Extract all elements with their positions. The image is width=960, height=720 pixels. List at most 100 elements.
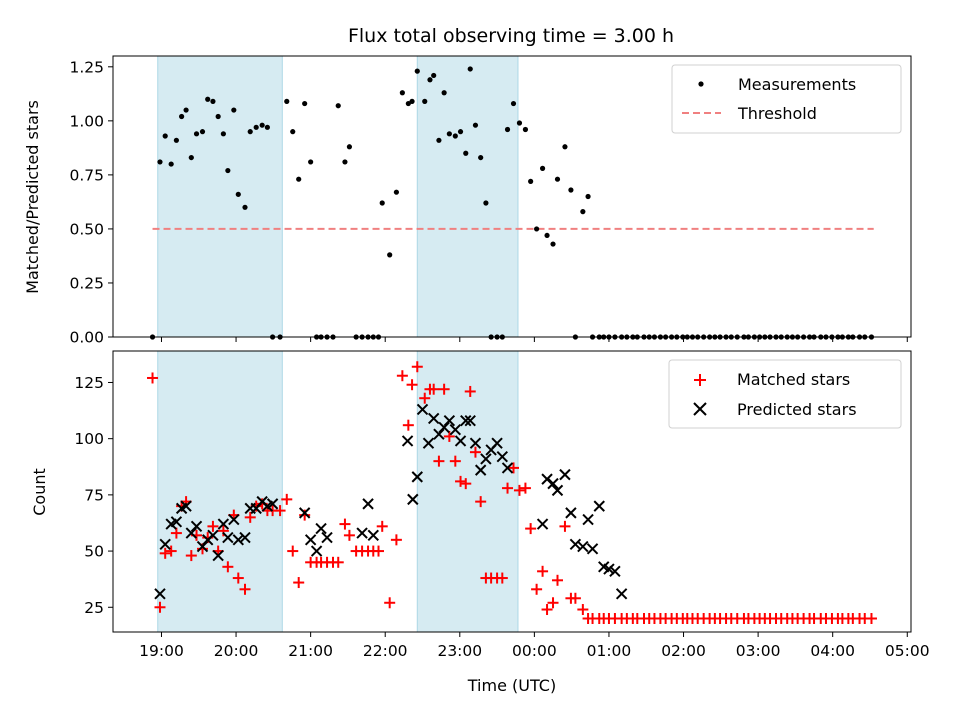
predicted-star-point	[593, 500, 605, 512]
predicted-star-point	[196, 540, 209, 553]
predicted-star-point	[559, 468, 571, 481]
top-legend: Measurements Threshold	[671, 64, 902, 134]
measurement-point	[522, 126, 529, 133]
measurement-point	[335, 103, 341, 109]
predicted-star-point	[356, 527, 368, 539]
predicted-star-point	[239, 531, 251, 544]
matched-star-point	[185, 550, 197, 562]
matched-star-point	[537, 565, 549, 577]
predicted-star-point	[536, 518, 549, 530]
top-y-tick-label: 0.50	[69, 220, 104, 238]
predicted-star-point	[603, 563, 615, 575]
measurement-point	[510, 100, 517, 107]
top-y-tick-label: 1.00	[69, 112, 104, 130]
matched-star-point	[541, 604, 553, 616]
matched-stars-points	[147, 361, 877, 625]
x-axis-label: Time (UTC)	[467, 676, 556, 695]
predicted-star-point	[427, 412, 440, 425]
matched-star-point	[419, 392, 431, 404]
matched-star-point	[165, 545, 177, 557]
matched-star-point	[239, 583, 251, 595]
predicted-star-point	[411, 471, 423, 483]
measurement-point	[346, 144, 353, 150]
predicted-star-point	[222, 531, 234, 544]
measurement-point	[173, 137, 179, 143]
predicted-star-point	[298, 507, 311, 519]
predicted-star-point	[609, 565, 621, 578]
bottom-shaded-region-1	[157, 350, 283, 633]
measurement-point	[427, 77, 433, 83]
measurement-point	[220, 131, 226, 137]
predicted-star-point	[304, 534, 317, 546]
matched-star-point	[376, 520, 388, 532]
predicted-star-point	[154, 588, 166, 600]
measurement-point	[478, 154, 484, 161]
bottom-y-tick-label: 100	[74, 430, 104, 448]
matched-star-point	[531, 583, 543, 595]
matched-star-point	[577, 604, 589, 616]
top-panel: 0.00 0.25 0.50 0.75 1.00 1.25 Matched/Predict…	[23, 55, 912, 347]
predicted-star-point	[480, 453, 492, 465]
bottom-legend: Matched stars Predicted stars	[668, 359, 902, 429]
x-tick-label: 02:00	[661, 642, 706, 660]
matched-star-point	[438, 383, 450, 395]
predicted-star-point	[547, 477, 559, 490]
matched-star-point	[222, 561, 234, 573]
predicted-star-point	[170, 516, 183, 528]
predicted-star-point	[469, 437, 482, 449]
measurement-point	[210, 98, 216, 104]
matched-star-point	[475, 496, 487, 508]
predicted-star-point	[460, 414, 472, 427]
predicted-star-point	[266, 498, 279, 510]
matched-star-point	[147, 372, 159, 384]
measurement-point	[179, 113, 185, 120]
matched-star-point	[525, 523, 537, 535]
matched-star-point	[559, 520, 571, 532]
matched-star-point	[460, 478, 472, 490]
top-shaded-region-2	[416, 55, 519, 338]
measurement-point	[534, 226, 540, 232]
measurement-point	[544, 232, 550, 239]
matched-star-point	[281, 493, 293, 505]
measurement-point	[585, 193, 591, 200]
matched-star-point	[244, 511, 256, 523]
measurement-point	[562, 144, 568, 150]
predicted-star-point	[615, 588, 628, 600]
predicted-star-point	[367, 529, 379, 542]
predicted-star-point	[180, 500, 192, 512]
x-tick-label: 04:00	[810, 642, 855, 660]
bottom-shaded-region-2	[416, 350, 519, 633]
matched-star-point	[455, 475, 467, 487]
predicted-star-point	[185, 527, 198, 539]
legend-matched-label: Matched stars	[737, 370, 850, 389]
measurement-point	[528, 178, 534, 184]
measurement-point	[379, 200, 385, 206]
matched-star-point	[464, 385, 476, 397]
predicted-star-point	[362, 498, 374, 510]
predicted-star-point	[217, 518, 230, 530]
x-tick-label: 23:00	[437, 642, 482, 660]
predicted-star-point	[501, 462, 514, 474]
measurement-point	[457, 129, 464, 135]
bottom-x-axis: 19:00 20:00 21:00 22:00 23:00 00:00 01:00 02:00…	[139, 632, 930, 660]
measurement-point	[452, 133, 458, 139]
measurement-point	[296, 176, 302, 182]
predicted-star-point	[401, 435, 414, 447]
chart-title: Flux total observing time = 3.00 h	[348, 25, 674, 47]
measurement-point	[225, 167, 231, 174]
predicted-star-point	[407, 493, 419, 506]
top-shaded-regions	[157, 55, 519, 338]
predicted-star-point	[541, 473, 553, 485]
matched-star-point	[411, 361, 423, 373]
top-y-tick-label: 0.00	[69, 329, 104, 347]
predicted-star-point	[464, 414, 476, 427]
measurement-point	[483, 200, 489, 206]
measurement-point	[162, 133, 168, 139]
matched-star-point	[207, 520, 219, 532]
x-tick-label: 03:00	[736, 642, 781, 660]
predicted-stars-points	[154, 403, 628, 600]
matched-star-point	[502, 482, 514, 494]
measurement-point	[393, 189, 400, 195]
predicted-star-point	[438, 421, 450, 434]
